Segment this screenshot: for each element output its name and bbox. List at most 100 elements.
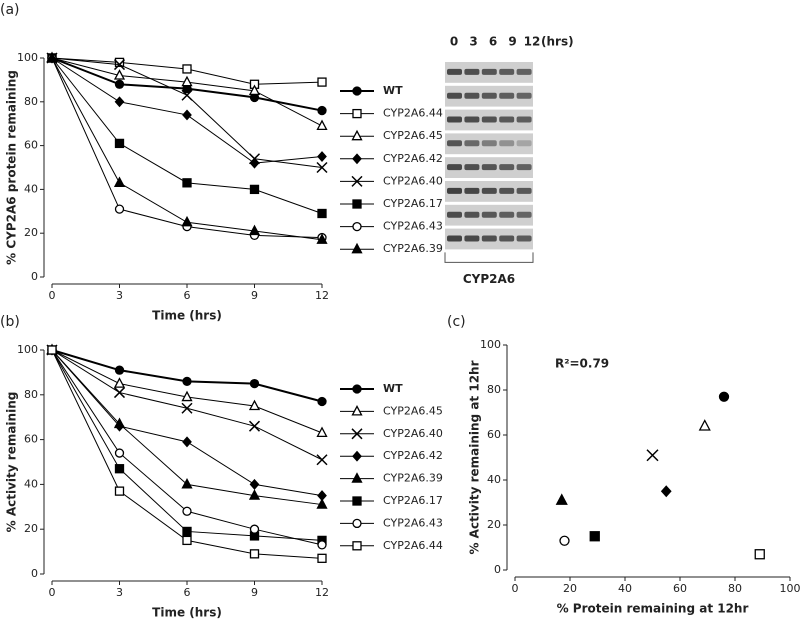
blot-band xyxy=(447,68,462,75)
y-tick-label: 0 xyxy=(31,567,38,580)
marker xyxy=(113,387,126,399)
blot-band xyxy=(481,164,497,171)
y-tick-label: 0 xyxy=(494,563,501,576)
y-tick-label: 0 xyxy=(31,270,38,283)
y-tick-label: 60 xyxy=(24,433,38,446)
marker xyxy=(114,204,125,214)
legend-marker xyxy=(352,108,362,119)
blot-band xyxy=(481,211,497,218)
x-tick-label: 12 xyxy=(315,586,329,599)
y-tick-label: 40 xyxy=(24,182,38,195)
legend-label: CYP2A6.45 xyxy=(383,404,443,417)
legend-marker xyxy=(352,199,362,209)
marker xyxy=(182,178,192,188)
legend-label: CYP2A6.43 xyxy=(383,220,443,233)
marker xyxy=(182,506,192,516)
legend-label: CYP2A6.45 xyxy=(383,129,443,142)
marker xyxy=(317,105,327,116)
legend-label: CYP2A6.44 xyxy=(383,107,443,120)
marker xyxy=(248,224,261,236)
legend-marker xyxy=(351,428,363,440)
legend-marker xyxy=(352,153,362,165)
marker xyxy=(317,553,327,563)
marker xyxy=(181,478,193,489)
marker xyxy=(114,96,125,108)
marker xyxy=(555,493,568,505)
marker xyxy=(113,69,126,80)
blot-band xyxy=(499,140,515,147)
marker xyxy=(316,161,328,174)
x-axis-title: % Protein remaining at 12hr xyxy=(557,602,749,616)
marker xyxy=(559,535,570,546)
blot-band xyxy=(516,164,532,171)
blot-lane-label: 9 xyxy=(508,35,516,49)
marker xyxy=(589,531,600,542)
marker xyxy=(248,489,261,500)
blot-band xyxy=(481,68,497,75)
blot-band xyxy=(499,187,515,194)
blot-bracket xyxy=(444,252,534,263)
blot-lane-label: 6 xyxy=(489,35,497,49)
x-tick-label: 3 xyxy=(116,289,123,302)
blot-band xyxy=(464,235,480,242)
legend-marker xyxy=(352,384,362,394)
blot-band xyxy=(499,92,515,99)
legend-marker xyxy=(352,86,362,96)
legend-marker xyxy=(352,221,362,232)
blot-band xyxy=(481,116,497,123)
blot-band xyxy=(464,92,480,99)
blot-label: CYP2A6 xyxy=(463,272,515,286)
legend-label: CYP2A6.40 xyxy=(383,427,443,440)
blot-band xyxy=(447,187,462,194)
marker xyxy=(317,208,327,219)
marker xyxy=(182,535,192,546)
marker xyxy=(248,420,261,432)
x-tick-label: 6 xyxy=(184,289,191,302)
marker xyxy=(47,345,57,355)
blot-band xyxy=(464,187,480,194)
legend-label: CYP2A6.17 xyxy=(383,494,443,507)
marker xyxy=(182,376,192,387)
marker xyxy=(317,540,327,550)
x-tick-label: 0 xyxy=(512,582,519,595)
x-tick-label: 0 xyxy=(49,289,56,302)
marker xyxy=(182,436,192,448)
marker xyxy=(114,138,125,149)
marker xyxy=(718,391,730,402)
x-tick-label: 60 xyxy=(673,582,687,595)
y-axis-title: % Activity remaining xyxy=(5,392,19,533)
y-axis-title: % Activity remaining at 12hr xyxy=(468,360,482,554)
marker xyxy=(316,233,328,244)
blot-band xyxy=(499,68,515,75)
marker xyxy=(646,449,659,462)
panel-label: (c) xyxy=(447,314,466,330)
x-tick-label: 3 xyxy=(116,586,123,599)
legend-label: WT xyxy=(383,382,403,395)
marker xyxy=(181,89,193,101)
marker xyxy=(113,417,126,429)
x-tick-label: 12 xyxy=(315,289,329,302)
marker xyxy=(113,176,126,187)
legend-marker xyxy=(352,541,362,551)
legend-marker xyxy=(352,450,362,462)
marker xyxy=(248,153,261,165)
marker xyxy=(248,399,261,411)
blot-band xyxy=(499,164,515,171)
marker xyxy=(182,64,192,74)
y-tick-label: 20 xyxy=(24,522,38,535)
y-tick-label: 100 xyxy=(17,51,38,64)
blot-band xyxy=(516,211,532,218)
marker xyxy=(317,77,327,87)
marker xyxy=(113,377,126,388)
marker xyxy=(316,119,328,131)
blot-band xyxy=(447,140,462,147)
x-tick-label: 6 xyxy=(184,586,191,599)
marker xyxy=(114,448,125,458)
legend-label: CYP2A6.42 xyxy=(383,152,443,165)
blot-band xyxy=(499,116,515,123)
blot-band xyxy=(516,116,532,123)
x-tick-label: 9 xyxy=(251,586,258,599)
blot-band xyxy=(447,92,462,99)
x-tick-label: 40 xyxy=(618,582,632,595)
